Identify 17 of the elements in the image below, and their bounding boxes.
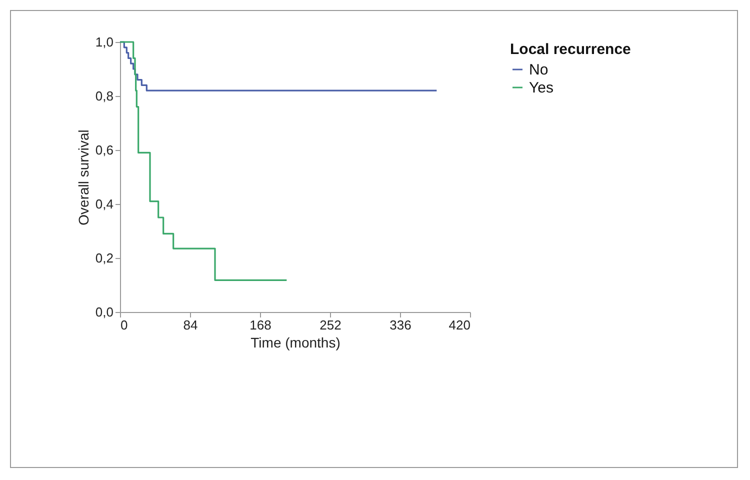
x-tick-label: 84 <box>183 318 198 332</box>
x-tick-label: 168 <box>250 318 272 332</box>
legend-label: Yes <box>529 80 554 96</box>
legend-title: Local recurrence <box>510 41 631 58</box>
y-tick-label: 0,0 <box>95 304 114 320</box>
y-tick-label: 0,6 <box>95 142 114 158</box>
y-tick-label: 0,2 <box>95 250 114 266</box>
y-tick-label: 0,8 <box>95 88 114 104</box>
x-axis-title: Time (months) <box>250 334 340 350</box>
x-tick-label: 0 <box>120 318 128 332</box>
legend-label: No <box>529 62 548 78</box>
x-tick-label: 252 <box>320 318 342 332</box>
y-tick-label: 0,4 <box>95 196 114 212</box>
y-tick-label: 1,0 <box>95 34 114 50</box>
x-tick-label: 336 <box>390 318 412 332</box>
y-axis-title: Overall survival <box>75 130 92 226</box>
x-tick-label: 420 <box>448 318 470 332</box>
